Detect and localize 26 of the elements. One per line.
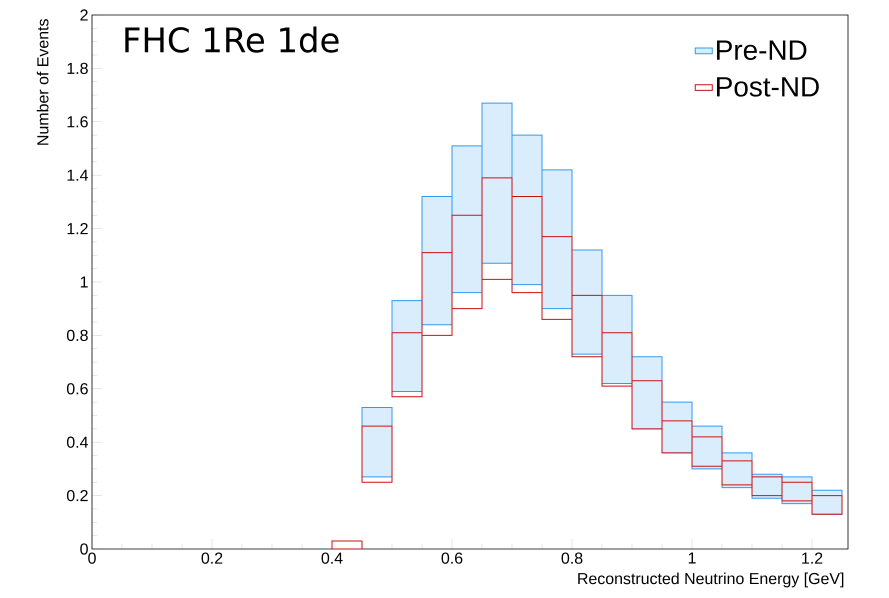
y-tick-label: 1.8	[68, 62, 88, 74]
y-tick-label: 0.4	[66, 436, 88, 448]
y-tick-label: 0.8	[66, 330, 88, 342]
x-tick-label: 1.2	[802, 552, 822, 564]
y-tick-label: 0.2	[66, 490, 88, 502]
legend-label: Post-ND	[717, 77, 819, 97]
x-tick-label: 0.4	[322, 552, 343, 564]
x-tick-label: 0.8	[562, 552, 582, 564]
y-tick-label: 1.4	[68, 170, 88, 181]
x-axis-title: Reconstructed Neutrino Energy [GeV]	[578, 572, 844, 588]
y-tick-label: 0	[80, 543, 88, 555]
y-tick-label: 1	[80, 276, 88, 288]
legend-label: Pre-ND	[717, 40, 806, 60]
y-tick-label: 2	[80, 9, 88, 21]
x-tick-label: 0.6	[442, 552, 462, 564]
bar	[362, 426, 393, 483]
bar	[332, 540, 363, 549]
y-tick-label: 1.2	[68, 223, 88, 234]
x-tick-label: 1	[688, 552, 696, 564]
x-tick-label: 0	[88, 552, 96, 564]
y-tick-label: 0.6	[66, 383, 88, 394]
y-axis-title: Number of Events	[36, 19, 48, 145]
chart-title: FHC 1Re 1de	[125, 26, 339, 53]
x-tick-label: 0.2	[202, 552, 222, 564]
bar	[362, 406, 393, 478]
y-tick-label: 1.6	[68, 116, 88, 128]
